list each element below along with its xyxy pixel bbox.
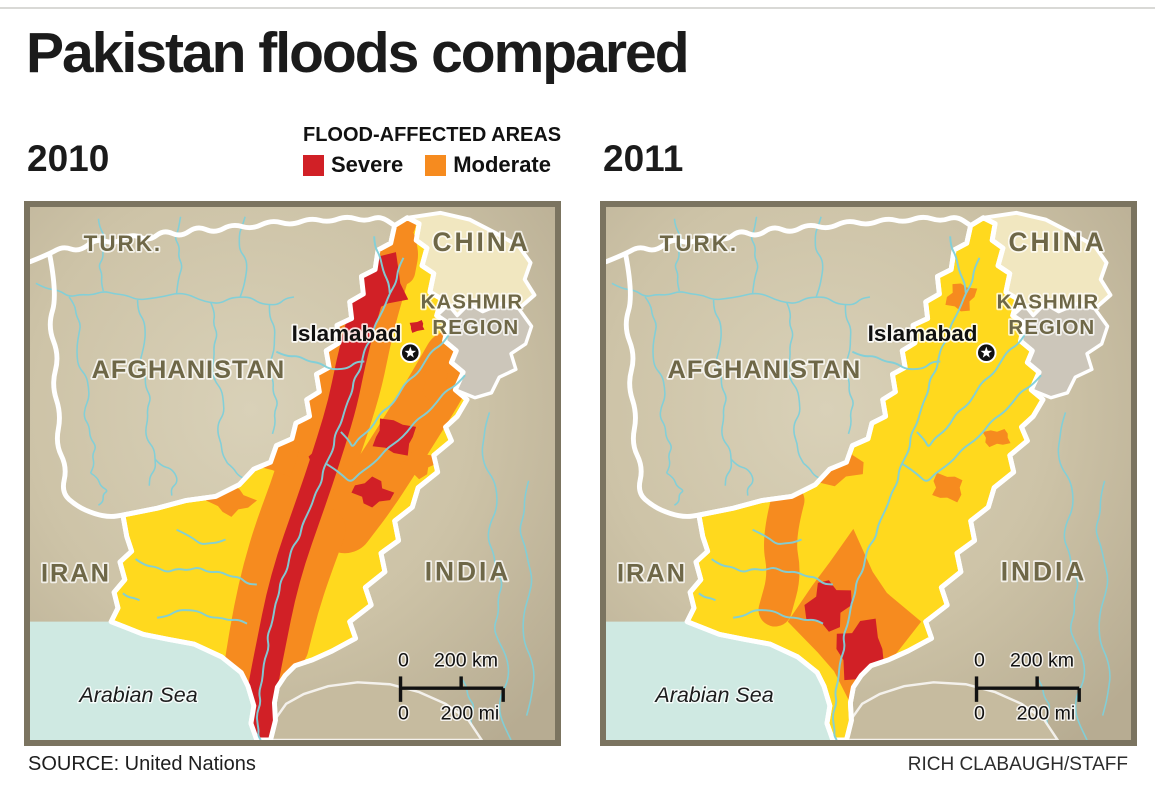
pakistan-outline: [684, 215, 1046, 740]
label-india: INDIA: [1001, 557, 1088, 587]
border-iran: [47, 251, 126, 519]
flood-orange: [945, 283, 978, 312]
scale-bar: 0 200 km 0 200 mi: [973, 648, 1081, 726]
india-coast: [269, 681, 484, 740]
label-turkmenistan: TURK.: [660, 231, 738, 256]
flood-orange: [982, 429, 1011, 448]
flood-red: [409, 320, 425, 333]
legend-items: Severe Moderate: [303, 152, 573, 178]
year-label-2011: 2011: [603, 138, 684, 179]
moderate-color-swatch: [425, 154, 447, 176]
label-islamabad: Islamabad: [292, 321, 402, 346]
label-kashmir-2: REGION: [432, 316, 519, 339]
pakistan-outline: [108, 215, 470, 740]
indus-river-system: [122, 236, 466, 740]
scale-zero-mi: 0: [974, 702, 985, 724]
scale-km: 200 km: [434, 650, 498, 672]
map-2011: TURK. CHINA KASHMIR REGION AFGHANISTAN IRAN IN…: [600, 201, 1137, 746]
flood-red: [242, 661, 281, 740]
scale-zero-km: 0: [398, 650, 409, 672]
flood-orange: [758, 483, 805, 627]
label-india: INDIA: [425, 557, 512, 587]
flood-red: [804, 580, 852, 632]
label-iran: IRAN: [41, 560, 111, 588]
source-credit: SOURCE: United Nations: [28, 753, 256, 775]
flood-legend: FLOOD-AFFECTED AREAS Severe Moderate: [303, 124, 573, 178]
label-kashmir-1: KASHMIR: [997, 291, 1100, 314]
label-afghanistan: AFGHANISTAN: [92, 356, 286, 384]
flood-orange: [422, 367, 449, 400]
top-rule: [0, 7, 1155, 9]
label-turkmenistan: TURK.: [84, 231, 162, 256]
severe-label: Severe: [331, 152, 404, 177]
scale-mi: 200 mi: [441, 702, 500, 724]
flood-orange: [932, 472, 963, 503]
india-coast: [845, 681, 1060, 740]
scale-zero-km: 0: [974, 650, 985, 672]
scale-mi: 200 mi: [1017, 702, 1076, 724]
map-2010: TURK. CHINA KASHMIR REGION AFGHANISTAN IRAN IN…: [24, 201, 561, 746]
star-icon: [980, 346, 993, 358]
label-kashmir-1: KASHMIR: [421, 291, 524, 314]
label-arabian-sea: Arabian Sea: [653, 683, 773, 707]
year-label-2010: 2010: [27, 138, 110, 179]
flood-red: [372, 418, 417, 456]
flood-orange: [787, 528, 922, 710]
label-afghanistan: AFGHANISTAN: [668, 356, 862, 384]
label-iran: IRAN: [617, 560, 687, 588]
border-iran: [623, 251, 702, 519]
star-icon: [404, 346, 417, 358]
scale-km: 200 km: [1010, 650, 1074, 672]
arabian-sea: [606, 621, 833, 740]
label-islamabad: Islamabad: [868, 321, 978, 346]
border-north: [606, 214, 974, 265]
flood-orange: [263, 507, 346, 670]
indus-river-system: [698, 236, 1042, 740]
label-kashmir-2: REGION: [1008, 316, 1095, 339]
flood-orange: [399, 448, 438, 480]
severe-color-swatch: [303, 154, 324, 176]
scale-bar: 0 200 km 0 200 mi: [397, 648, 505, 726]
arabian-sea: [30, 621, 257, 740]
scale-zero-mi: 0: [398, 702, 409, 724]
artist-credit: RICH CLABAUGH/STAFF: [907, 754, 1128, 775]
flood-red: [351, 476, 395, 508]
legend-title: FLOOD-AFFECTED AREAS: [303, 124, 562, 146]
label-arabian-sea: Arabian Sea: [77, 683, 197, 707]
label-china: CHINA: [433, 227, 531, 257]
label-china: CHINA: [1009, 227, 1107, 257]
border-north: [30, 214, 398, 265]
page-title: Pakistan floods compared: [26, 21, 690, 85]
moderate-label: Moderate: [453, 152, 551, 177]
